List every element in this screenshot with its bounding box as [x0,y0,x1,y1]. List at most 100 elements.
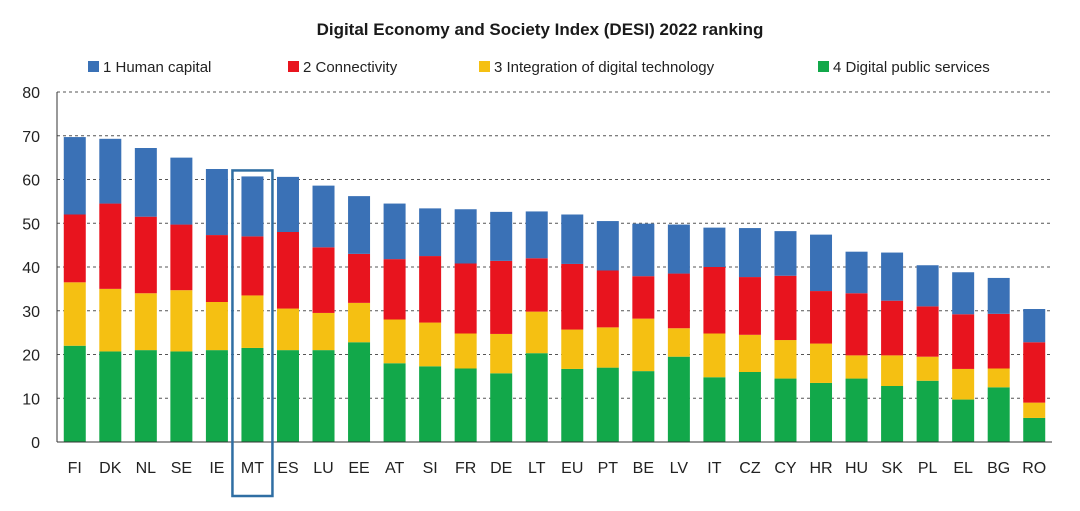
bar-segment [632,318,655,372]
x-tick-label: DK [99,460,122,477]
x-tick-label: HU [845,460,868,477]
bar-segment [1023,309,1046,343]
bar-segment [596,270,619,328]
bar-segment [632,223,655,277]
x-tick-label: EE [348,460,369,477]
bar-segment [1023,402,1046,418]
bar-segment [134,350,157,442]
x-tick-label: LV [670,460,689,477]
bar-segment [312,185,335,248]
bar-segment [632,276,655,319]
bar-segment [916,306,939,357]
bar-segment [774,231,797,276]
bar-segment [810,382,833,442]
x-tick-label: CZ [739,460,761,477]
bar-segment [99,138,122,204]
bar-segment [881,355,904,386]
x-tick-label: EL [953,460,973,477]
bar-segment [561,329,584,369]
bar-segment [419,208,442,257]
bar-segment [881,300,904,356]
bar-segment [454,263,477,334]
bar-segment [312,247,335,313]
bar-segment [348,196,371,254]
bar-segment [952,399,975,442]
bar-segment [845,293,868,356]
bar-segment [596,221,619,271]
bar-segment [667,328,690,357]
x-tick-label: EU [561,460,583,477]
bars-layer [63,137,1046,442]
bar-segment [703,377,726,442]
chart-title: Digital Economy and Society Index (DESI)… [316,20,764,39]
bar-segment [241,176,264,237]
bar-segment [205,350,228,442]
bar-segment [134,293,157,351]
bar-segment [774,275,797,341]
y-tick-label: 60 [22,173,40,190]
bar-segment [774,378,797,442]
x-tick-label: BE [633,460,654,477]
bar-segment [312,312,335,351]
bar-segment [596,367,619,442]
x-tick-label: SE [171,460,192,477]
bar-segment [419,366,442,442]
bar-segment [170,224,193,291]
axis-layer: 0 10 20 30 40 50 60 70 80 FI DK NL SE IE MT ES LU EE AT SI F… [22,85,1052,498]
x-tick-label: AT [385,460,404,477]
bar-segment [881,252,904,301]
bar-segment [1023,342,1046,403]
bar-segment [63,282,86,346]
bar-segment [205,235,228,302]
bar-segment [383,319,406,364]
bar-segment [738,372,761,442]
bar-segment [205,169,228,236]
x-tick-label: ES [277,460,298,477]
x-tick-label: FI [68,460,82,477]
bar-segment [703,267,726,334]
bar-segment [561,214,584,264]
bar-segment [525,311,548,354]
bar-segment [703,333,726,378]
bar-segment [205,302,228,351]
bar-segment [738,228,761,278]
bar-segment [525,258,548,312]
bar-segment [419,256,442,323]
bar-segment [525,211,548,259]
bar-segment [63,345,86,442]
bar-segment [170,290,193,352]
bar-segment [561,368,584,442]
bar-segment [170,351,193,442]
highlight-box [231,169,274,498]
x-tick-label: LU [313,460,333,477]
bar-segment [916,265,939,307]
bar-segment [987,387,1010,442]
bar-segment [134,216,157,294]
legend-label: 4 Digital public services [833,59,990,76]
bar-segment [454,368,477,442]
bar-segment [134,148,157,217]
x-tick-label: LT [528,460,546,477]
bar-segment [632,371,655,442]
x-tick-label: CY [774,460,797,477]
bar-segment [276,176,299,232]
x-tick-label: IE [209,460,224,477]
legend-swatch [818,61,829,72]
bar-segment [987,277,1010,314]
bar-segment [561,263,584,330]
bar-segment [276,350,299,442]
x-tick-label: MT [241,460,264,477]
bar-segment [952,272,975,315]
bar-segment [241,295,264,348]
legend-swatch [479,61,490,72]
bar-segment [667,224,690,274]
bar-segment [348,253,371,303]
bar-segment [810,234,833,292]
bar-segment [952,368,975,400]
x-tick-label: RO [1022,460,1046,477]
legend-label: 3 Integration of digital technology [494,59,715,76]
bar-segment [170,157,193,225]
bar-segment [490,211,513,261]
bar-segment [490,260,513,334]
